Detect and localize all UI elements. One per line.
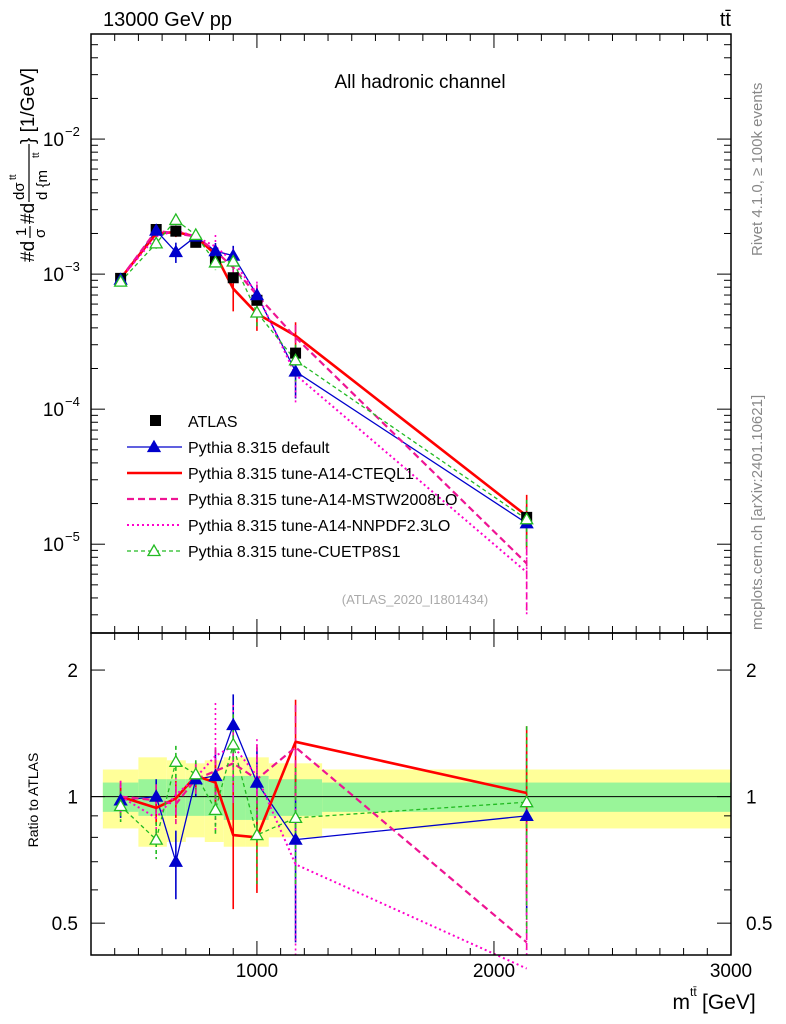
ratio-point-pythia-8-315-default-1 bbox=[149, 789, 164, 802]
ratio-point-pythia-8-315-tune-cuetp8s1-1 bbox=[149, 832, 164, 845]
ratio-y-axis-label: Ratio to ATLAS bbox=[25, 753, 41, 848]
legend-label-atlas: ATLAS bbox=[188, 414, 238, 431]
ratio-point-pythia-8-315-tune-cuetp8s1-2 bbox=[168, 754, 183, 767]
ylabel-prefix: #d bbox=[18, 241, 39, 262]
ratio-point-pythia-8-315-default-7 bbox=[288, 832, 303, 845]
legend-marker-pythia-8-315-tune-cuetp8s1 bbox=[146, 543, 162, 557]
legend-label-pythia-8-315-tune-cuetp8s1: Pythia 8.315 tune-CUETP8S1 bbox=[188, 544, 401, 561]
ratio-point-pythia-8-315-tune-cuetp8s1-6 bbox=[249, 827, 265, 841]
ratio-point-pythia-8-315-default-8 bbox=[519, 808, 534, 821]
main-point-atlas-2 bbox=[170, 225, 182, 237]
ratio-xtick-label: 1000 bbox=[236, 961, 278, 982]
svg-text:#d: #d bbox=[18, 241, 39, 262]
ratio-panel: 0.5 0.5 1 1 2 2 1000 2000 3000 Ratio to ATLAS m … bbox=[25, 632, 772, 1014]
ylabel-frac1-num: 1 bbox=[13, 228, 30, 236]
main-point-pythia-8-315-default-2 bbox=[168, 244, 183, 258]
ratio-ytick-label: 0.5 bbox=[52, 914, 78, 935]
ratio-ytick-label-right: 1 bbox=[746, 788, 757, 809]
header-left: 13000 GeV pp bbox=[103, 9, 232, 31]
ratio-point-pythia-8-315-tune-cuetp8s1-4 bbox=[208, 802, 223, 816]
ratio-point-pythia-8-315-default-5 bbox=[226, 717, 241, 731]
analysis-watermark: (ATLAS_2020_I1801434) bbox=[342, 592, 488, 607]
main-ytick-label: 10 bbox=[43, 130, 64, 151]
x-axis-label: m tt̄ [GeV] bbox=[673, 985, 756, 1014]
ratio-ytick-label-right: 2 bbox=[746, 661, 757, 682]
main-point-atlas-5 bbox=[227, 272, 239, 284]
ratio-xtick-label: 3000 bbox=[710, 961, 752, 982]
legend-marker-pythia-8-315-default bbox=[146, 439, 162, 453]
mcplots-label: mcplots.cern.ch [arXiv:2401.10621] bbox=[749, 395, 766, 630]
main-point-pythia-8-315-default-6 bbox=[249, 287, 265, 301]
main-point-pythia-8-315-tune-cuetp8s1-7 bbox=[288, 353, 303, 366]
legend-label-pythia-8-315-tune-a14-cteql1: Pythia 8.315 tune-A14-CTEQL1 bbox=[188, 466, 414, 483]
main-line-pythia-8-315-tune-a14-nnpdf2-3lo bbox=[119, 229, 528, 573]
ylabel-frac1-den: σ bbox=[32, 228, 49, 238]
ratio-ytick-label: 1 bbox=[67, 788, 78, 809]
legend-label-pythia-8-315-tune-a14-mstw2008lo: Pythia 8.315 tune-A14-MSTW2008LO bbox=[188, 492, 457, 509]
ylabel-tail: } [1/GeV] bbox=[18, 68, 39, 144]
legend: ATLAS Pythia 8.315 default Pythia 8.315 tu… bbox=[127, 414, 457, 561]
main-ytick-label-exp: −4 bbox=[65, 394, 80, 409]
ratio-line-pythia-8-315-tune-a14-cteql1 bbox=[120, 740, 527, 839]
main-point-pythia-8-315-tune-cuetp8s1-5 bbox=[226, 254, 241, 267]
main-ytick-label-exp: −5 bbox=[65, 529, 80, 544]
main-point-pythia-8-315-tune-cuetp8s1-4 bbox=[208, 255, 223, 268]
ratio-line-pythia-8-315-tune-a14-mstw2008lo bbox=[120, 746, 528, 944]
main-panel: All hadronic channel (ATLAS_2020_I180143… bbox=[8, 33, 732, 634]
ratio-point-pythia-8-315-tune-cuetp8s1-8 bbox=[519, 794, 534, 808]
ratio-xtick-label: 2000 bbox=[473, 961, 515, 982]
ratio-ytick-label: 2 bbox=[67, 661, 78, 682]
xlabel-unit: [GeV] bbox=[702, 991, 756, 1014]
ratio-band-inner bbox=[204, 779, 224, 816]
main-point-pythia-8-315-tune-cuetp8s1-6 bbox=[249, 305, 265, 318]
main-point-pythia-8-315-tune-cuetp8s1-3 bbox=[188, 227, 203, 241]
main-ytick-label: 10 bbox=[43, 400, 64, 421]
ratio-point-pythia-8-315-tune-cuetp8s1-5 bbox=[226, 737, 241, 750]
main-ytick-label-exp: −2 bbox=[65, 124, 80, 139]
ratio-ytick-label-right: 0.5 bbox=[746, 914, 772, 935]
legend-label-pythia-8-315-default: Pythia 8.315 default bbox=[188, 440, 330, 457]
ratio-band-inner bbox=[223, 775, 246, 820]
main-point-atlas-6 bbox=[251, 294, 263, 306]
main-ytick-label: 10 bbox=[43, 535, 64, 556]
ratio-line-pythia-8-315-tune-a14-nnpdf2-3lo bbox=[120, 744, 528, 970]
main-point-pythia-8-315-default-7 bbox=[288, 364, 303, 377]
ylabel-frac2-den-sup: tt bbox=[31, 152, 42, 158]
xlabel-sup: tt̄ bbox=[690, 985, 697, 999]
ylabel-frac2-num: dσ bbox=[11, 182, 28, 200]
ylabel-frac2-num-sup: tt bbox=[8, 174, 19, 180]
ratio-point-pythia-8-315-default-4 bbox=[208, 768, 223, 782]
ratio-markers bbox=[113, 717, 534, 867]
ylabel-mid: #d bbox=[18, 203, 39, 224]
rivet-label: Rivet 4.1.0, ≥ 100k events bbox=[749, 83, 766, 256]
ratio-point-pythia-8-315-tune-cuetp8s1-0 bbox=[113, 798, 128, 812]
ratio-point-pythia-8-315-tune-cuetp8s1-3 bbox=[188, 766, 203, 780]
legend-marker-atlas bbox=[150, 415, 161, 426]
main-title: All hadronic channel bbox=[334, 72, 505, 93]
main-point-pythia-8-315-default-1 bbox=[149, 223, 164, 236]
ratio-point-pythia-8-315-default-2 bbox=[168, 854, 183, 867]
main-ticks: 10−510−410−310−2 bbox=[43, 33, 732, 633]
main-y-axis-label: #d 1 σ #d dσ tt d {m tt } [1/GeV] bbox=[8, 68, 51, 262]
main-ytick-label: 10 bbox=[43, 265, 64, 286]
ylabel-frac2-den: d {m bbox=[34, 170, 51, 200]
ratio-band-inner bbox=[185, 779, 205, 816]
main-point-atlas-3 bbox=[190, 236, 202, 248]
xlabel-base: m bbox=[673, 991, 691, 1014]
main-ytick-label-exp: −3 bbox=[65, 259, 80, 274]
legend-label-pythia-8-315-tune-a14-nnpdf2-3lo: Pythia 8.315 tune-A14-NNPDF2.3LO bbox=[188, 518, 450, 535]
main-markers bbox=[113, 212, 534, 529]
ratio-frame bbox=[90, 632, 732, 956]
main-point-pythia-8-315-tune-cuetp8s1-1 bbox=[149, 236, 164, 249]
ratio-point-pythia-8-315-default-6 bbox=[249, 775, 265, 788]
main-line-pythia-8-315-tune-a14-mstw2008lo bbox=[119, 229, 528, 565]
main-point-pythia-8-315-tune-cuetp8s1-8 bbox=[519, 511, 534, 525]
main-frame bbox=[90, 33, 732, 634]
main-point-pythia-8-315-tune-cuetp8s1-0 bbox=[113, 274, 128, 287]
ratio-point-pythia-8-315-tune-cuetp8s1-7 bbox=[288, 810, 303, 824]
ratio-ticks: 0.5 0.5 1 1 2 2 1000 2000 3000 bbox=[52, 633, 772, 982]
main-point-pythia-8-315-tune-cuetp8s1-2 bbox=[168, 212, 183, 226]
header-right: tt̄ bbox=[720, 9, 732, 31]
